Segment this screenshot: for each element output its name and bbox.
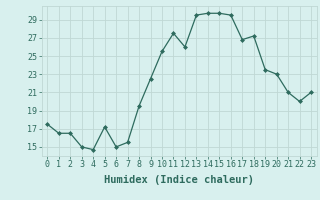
- X-axis label: Humidex (Indice chaleur): Humidex (Indice chaleur): [104, 175, 254, 185]
